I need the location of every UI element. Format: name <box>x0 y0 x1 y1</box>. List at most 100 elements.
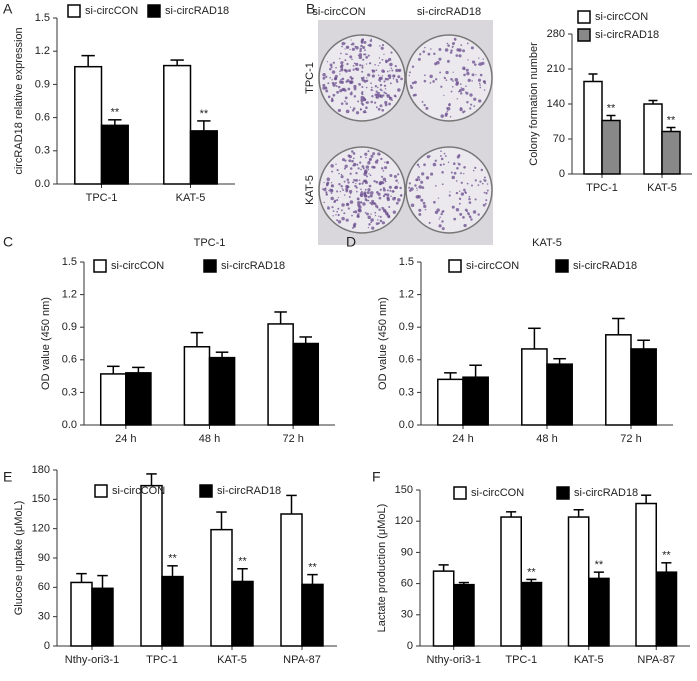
colony <box>371 95 374 98</box>
colony <box>360 168 362 171</box>
bar <box>643 103 663 175</box>
colony <box>347 181 350 184</box>
colony <box>396 80 399 83</box>
bar <box>100 124 129 185</box>
y-axis-label: OD value (450 nm) <box>40 297 52 390</box>
colony <box>327 206 330 210</box>
significance: ** <box>607 102 616 114</box>
colony <box>466 101 469 104</box>
y-tick-label: 280 <box>547 28 565 40</box>
colony <box>451 175 455 180</box>
y-tick-label: 90 <box>401 546 413 558</box>
colony <box>355 45 359 50</box>
colony <box>369 62 372 65</box>
colony <box>381 108 385 112</box>
colony <box>454 39 457 41</box>
colony <box>356 197 360 201</box>
panel-letter: B <box>306 1 315 17</box>
colony <box>444 77 446 80</box>
colony <box>365 101 367 104</box>
colony <box>460 181 463 184</box>
colony <box>359 161 362 164</box>
colony <box>444 113 448 117</box>
colony <box>384 88 387 90</box>
colony <box>437 197 440 199</box>
colony <box>340 185 343 188</box>
colony <box>362 58 365 61</box>
colony <box>336 219 339 222</box>
legend-swatch <box>199 484 213 498</box>
colony <box>479 86 482 89</box>
colony <box>447 161 450 164</box>
colony <box>356 215 358 217</box>
colony <box>424 208 427 211</box>
colony <box>344 194 346 196</box>
colony <box>425 176 430 180</box>
colony <box>337 196 339 199</box>
colony <box>363 192 367 196</box>
colony <box>341 216 345 221</box>
colony <box>471 80 473 82</box>
colony <box>420 198 424 202</box>
colony <box>469 93 473 97</box>
colony <box>331 97 334 100</box>
colony <box>330 188 333 192</box>
y-tick-label: 0.6 <box>62 354 77 366</box>
y-tick-label: 150 <box>395 484 413 496</box>
colony <box>450 77 453 81</box>
colony <box>454 77 459 82</box>
y-tick-label: 180 <box>32 464 50 476</box>
colony <box>478 99 482 103</box>
colony <box>367 215 371 220</box>
bar <box>520 581 543 647</box>
colony <box>442 210 445 213</box>
colony <box>394 64 397 68</box>
colony <box>363 79 367 83</box>
colony <box>429 82 432 84</box>
colony <box>337 85 341 89</box>
colony <box>441 170 444 174</box>
colony <box>391 99 393 102</box>
legend-label: si-circCON <box>112 485 165 497</box>
colony <box>350 39 352 41</box>
colony <box>440 114 444 118</box>
colony <box>340 173 343 176</box>
colony <box>336 199 339 202</box>
colony <box>423 204 427 209</box>
colony <box>365 175 368 178</box>
colony <box>343 167 346 170</box>
colony <box>427 52 431 56</box>
colony <box>392 78 395 80</box>
colony <box>468 213 470 216</box>
colony <box>448 194 451 197</box>
colony <box>395 201 399 205</box>
colony <box>341 45 343 48</box>
colony <box>360 188 362 191</box>
colony <box>429 74 433 79</box>
colony <box>347 207 350 210</box>
colony <box>325 193 328 196</box>
colony <box>382 194 386 198</box>
colony <box>365 165 370 169</box>
colony <box>335 214 337 216</box>
legend-swatch <box>448 259 462 273</box>
colony <box>458 54 462 58</box>
bar <box>601 119 621 175</box>
colony <box>340 52 342 55</box>
x-tick-label: NPA-87 <box>637 654 675 666</box>
colony <box>434 78 438 81</box>
y-axis-label: Colony formation number <box>528 42 540 166</box>
colony <box>353 62 356 65</box>
significance: ** <box>662 550 671 562</box>
colony <box>343 212 346 215</box>
colony <box>458 163 461 166</box>
colony <box>364 198 368 201</box>
panel-letter: F <box>372 469 381 485</box>
colony <box>474 166 477 169</box>
colony <box>458 90 460 93</box>
significance: ** <box>111 107 120 119</box>
colony <box>439 216 441 219</box>
colony <box>438 57 442 61</box>
colony <box>332 93 336 97</box>
colony <box>466 182 469 185</box>
